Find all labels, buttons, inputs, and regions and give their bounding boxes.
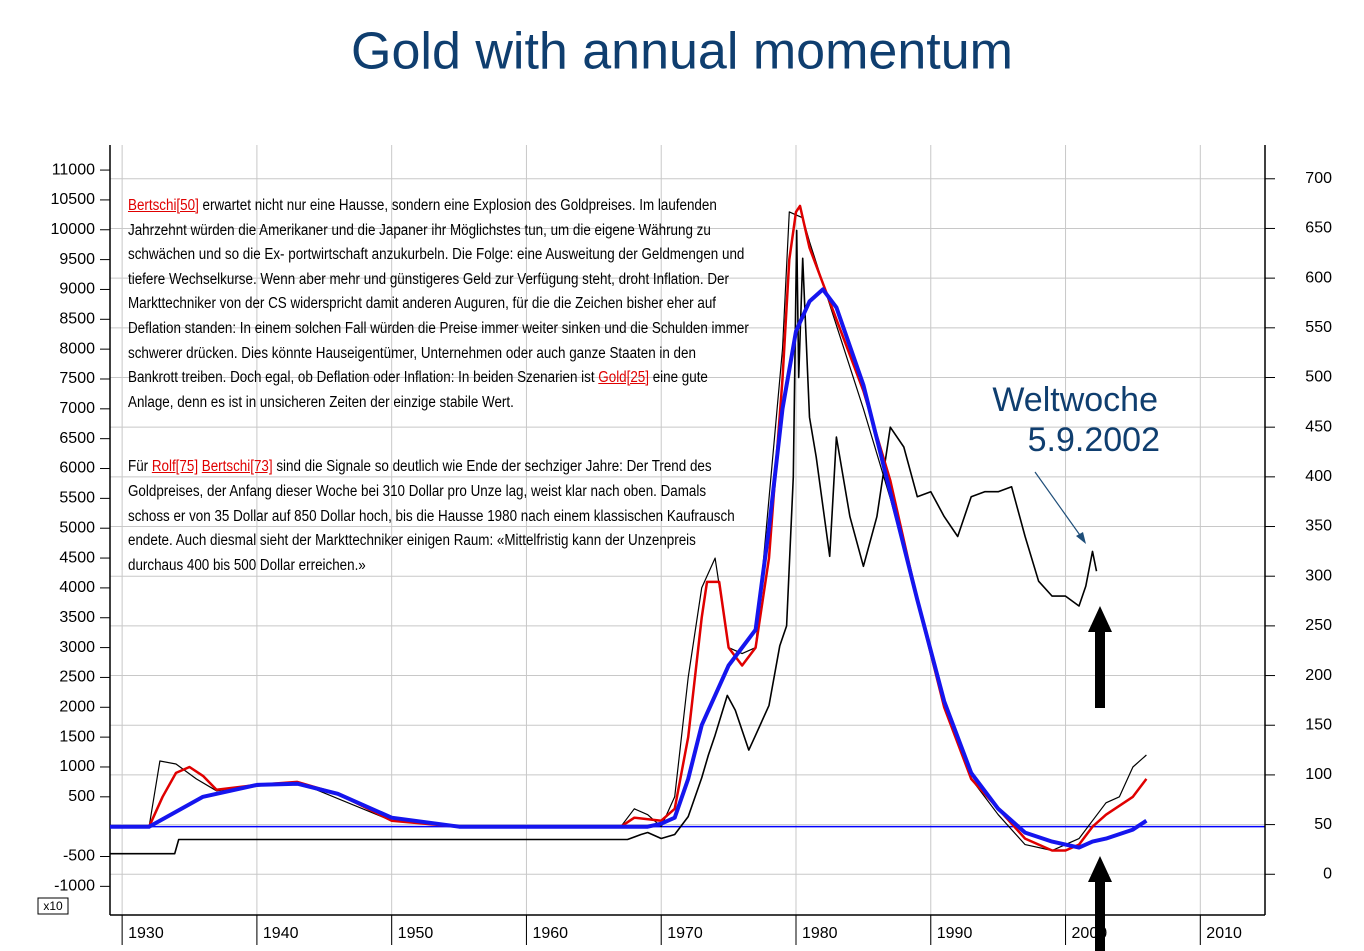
x-tick-label: 1990 <box>937 925 973 942</box>
y2-tick-label: 500 <box>1305 369 1332 386</box>
y2-tick-label: 350 <box>1305 518 1332 535</box>
arrow <box>1095 880 1105 951</box>
y-tick-label: 9000 <box>59 281 95 298</box>
series-line <box>110 211 1147 852</box>
arrow-head <box>1088 606 1112 632</box>
y2-tick-label: 150 <box>1305 716 1332 733</box>
x-tick-label: 1930 <box>128 925 164 942</box>
link[interactable]: Bertschi[73] <box>201 458 273 476</box>
y2-tick-label: 100 <box>1305 766 1332 783</box>
annotation: Weltwoche <box>992 381 1158 419</box>
y2-tick-label: 700 <box>1305 170 1332 187</box>
x-tick-label: 1980 <box>802 925 838 942</box>
y2-tick-label: 300 <box>1305 567 1332 584</box>
y2-tick-label: 650 <box>1305 220 1332 237</box>
y-tick-label: 7000 <box>59 400 95 417</box>
x-tick-label: 1960 <box>532 925 568 942</box>
link[interactable]: Rolf[75] <box>151 458 199 476</box>
series-line <box>110 229 1098 855</box>
y-tick-label: 7500 <box>59 370 95 387</box>
y-tick-label: 9500 <box>59 251 95 268</box>
chart-title: Gold with annual momentum <box>351 23 1013 81</box>
x-tick-label: 2000 <box>1072 925 1108 942</box>
y2-tick-label: 400 <box>1305 468 1332 485</box>
annotation-pointer <box>1034 471 1083 539</box>
y2-tick-label: 0 <box>1323 865 1332 882</box>
y2-tick-label: 250 <box>1305 617 1332 634</box>
link[interactable]: Gold[25] <box>598 369 650 387</box>
x-tick-label: 2010 <box>1206 925 1242 942</box>
arrow <box>1095 630 1105 708</box>
y-unit-label: x10 <box>43 899 63 913</box>
y2-tick-label: 450 <box>1305 418 1332 435</box>
paragraph: Für Rolf[75] Bertschi[73] sind die Signa… <box>128 455 749 578</box>
y-tick-label: 10000 <box>51 221 96 238</box>
series-line <box>110 287 1148 850</box>
y-tick-label: 5000 <box>59 519 95 536</box>
y-tick-label: 2500 <box>59 669 95 686</box>
y-tick-label: 1000 <box>59 758 95 775</box>
y2-tick-label: 600 <box>1305 269 1332 286</box>
y-tick-label: 500 <box>68 788 95 805</box>
y-tick-label: 4000 <box>59 579 95 596</box>
annotation-pointer-head <box>1076 532 1086 544</box>
y-tick-label: 11000 <box>52 161 95 178</box>
y-tick-label: -1000 <box>54 878 95 895</box>
y-tick-label: 10500 <box>51 191 96 208</box>
text: eine gute Anlage, denn es ist in unsiche… <box>128 369 708 411</box>
y-tick-label: 8000 <box>59 340 95 357</box>
y-tick-label: -500 <box>63 848 95 865</box>
text: erwartet nicht nur eine Hausse, sondern … <box>128 197 749 387</box>
y-tick-label: 4500 <box>59 549 95 566</box>
annotation: 5.9.2002 <box>1028 421 1160 459</box>
y2-tick-label: 550 <box>1305 319 1332 336</box>
y2-tick-label: 200 <box>1305 667 1332 684</box>
unit-box <box>37 897 69 915</box>
arrow-head <box>1088 856 1112 882</box>
article: Bertschi[50] erwartet nicht nur eine Hau… <box>128 194 749 618</box>
x-tick-label: 1950 <box>398 925 434 942</box>
y-tick-label: 3500 <box>59 609 95 626</box>
y-tick-label: 6000 <box>59 460 95 477</box>
y-tick-label: 6500 <box>59 430 95 447</box>
y-tick-label: 8500 <box>59 311 95 328</box>
y2-tick-label: 50 <box>1314 816 1332 833</box>
text: sind die Signale so deutlich wie Ende de… <box>128 458 735 574</box>
text: Für <box>128 458 152 476</box>
paragraph: Bertschi[50] erwartet nicht nur eine Hau… <box>128 194 749 415</box>
x-tick-label: 1970 <box>667 925 703 942</box>
y-tick-label: 5500 <box>59 490 95 507</box>
link[interactable]: Bertschi[50] <box>128 197 199 214</box>
x-tick-label: 1940 <box>263 925 299 942</box>
y-tick-label: 2000 <box>59 698 95 715</box>
y-tick-label: 3000 <box>59 639 95 656</box>
y-tick-label: 1500 <box>59 728 95 745</box>
